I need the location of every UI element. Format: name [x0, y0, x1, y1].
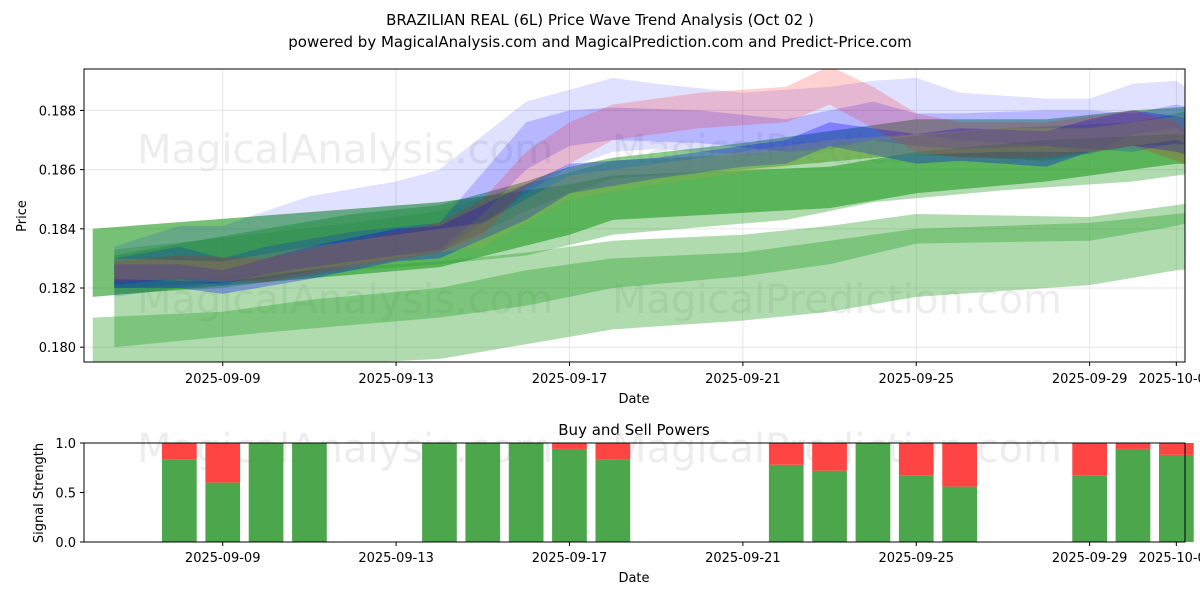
- x-tick-label: 2025-09-17: [532, 372, 608, 387]
- buy-power-bar: [465, 443, 501, 542]
- chart-title: BRAZILIAN REAL (6L) Price Wave Trend Ana…: [386, 11, 814, 29]
- buy-power-bar: [768, 464, 804, 542]
- power-x-axis-label: Date: [618, 571, 649, 586]
- power-chart-title: Buy and Sell Powers: [558, 421, 710, 439]
- y-tick-label: 1.0: [55, 437, 76, 452]
- y-tick-label: 0.5: [55, 487, 76, 502]
- buy-power-bar: [552, 448, 587, 542]
- x-tick-label: 2025-09-25: [878, 551, 954, 566]
- x-tick-label: 2025-10-01: [1139, 551, 1200, 566]
- buy-power-bar: [898, 475, 934, 542]
- y-tick-label: 0.180: [39, 341, 76, 356]
- power-y-axis-label: Signal Strength: [32, 443, 47, 543]
- y-tick-label: 0.188: [39, 104, 76, 119]
- sell-power-bar: [595, 443, 631, 460]
- sell-power-bar: [552, 443, 587, 449]
- sell-power-bar: [812, 443, 847, 471]
- wave-band-green-wave-3: [114, 203, 1185, 348]
- x-tick-label: 2025-09-09: [185, 551, 261, 566]
- buy-power-bar: [812, 470, 847, 542]
- buy-power-bar: [162, 459, 197, 542]
- wave-band-blue-wave-1: [114, 77, 1185, 297]
- sell-power-bar: [205, 443, 241, 483]
- price-wave-chart: MagicalAnalysis.com MagicalPrediction.co…: [15, 68, 1200, 407]
- wave-band-yellow-wave-1: [114, 116, 1185, 283]
- x-tick-label: 2025-09-21: [705, 551, 781, 566]
- sell-power-bar: [1159, 443, 1194, 455]
- sell-power-bar: [942, 443, 977, 487]
- buy-power-bar: [1072, 475, 1107, 542]
- price-x-axis-label: Date: [618, 392, 649, 407]
- sell-power-bar: [162, 443, 197, 460]
- x-tick-label: 2025-09-21: [705, 372, 781, 387]
- sell-power-bar: [1072, 443, 1107, 476]
- watermark-text: MagicalAnalysis.com: [137, 127, 553, 173]
- price-axis-ticks: 2025-09-09 2025-09-13 2025-09-17 2025-09-21…: [39, 104, 1200, 387]
- y-tick-label: 0.184: [39, 223, 76, 238]
- buy-power-bar: [1159, 454, 1194, 542]
- sell-power-bar: [898, 443, 934, 476]
- x-tick-label: 2025-09-29: [1052, 372, 1128, 387]
- wave-bands: [92, 69, 1185, 362]
- price-plot-frame: [83, 68, 1186, 363]
- x-tick-label: 2025-09-17: [532, 551, 608, 566]
- x-tick-label: 2025-09-13: [358, 372, 434, 387]
- power-bars: [162, 443, 1194, 542]
- buy-power-bar: [595, 459, 631, 542]
- x-tick-label: 2025-09-09: [185, 372, 261, 387]
- buy-power-bar: [205, 482, 241, 542]
- buy-power-bar: [855, 443, 891, 542]
- y-tick-label: 0.182: [39, 282, 76, 297]
- buy-sell-power-chart: Buy and Sell Powers MagicalAnalysis.com …: [32, 421, 1200, 586]
- wave-band-green-wave-5: [114, 106, 1185, 288]
- x-tick-label: 2025-09-25: [878, 372, 954, 387]
- power-axis-ticks: 2025-09-09 2025-09-13 2025-09-17 2025-09-21…: [55, 437, 1200, 566]
- sell-power-bar: [768, 443, 804, 465]
- watermark-text: MagicalPrediction.com: [612, 277, 1062, 323]
- buy-power-bar: [292, 443, 327, 542]
- y-tick-label: 0.186: [39, 164, 76, 179]
- wave-band-blue-wave-3: [114, 110, 1185, 294]
- x-tick-label: 2025-09-13: [358, 551, 434, 566]
- wave-band-red-wave-1: [114, 69, 1185, 283]
- buy-power-bar: [422, 443, 457, 542]
- x-tick-label: 2025-10-01: [1139, 372, 1200, 387]
- price-y-axis-label: Price: [15, 200, 30, 232]
- buy-power-bar: [942, 486, 977, 542]
- wave-band-green-wave-4: [92, 213, 1185, 362]
- buy-power-bar: [508, 443, 544, 542]
- buy-power-bar: [1115, 448, 1151, 542]
- buy-power-bar: [248, 443, 284, 542]
- sell-power-bar: [1115, 443, 1151, 449]
- y-tick-label: 0.0: [55, 536, 76, 551]
- chart-subtitle: powered by MagicalAnalysis.com and Magic…: [288, 33, 912, 51]
- x-tick-label: 2025-09-29: [1052, 551, 1128, 566]
- wave-band-blue-wave-2: [114, 101, 1185, 286]
